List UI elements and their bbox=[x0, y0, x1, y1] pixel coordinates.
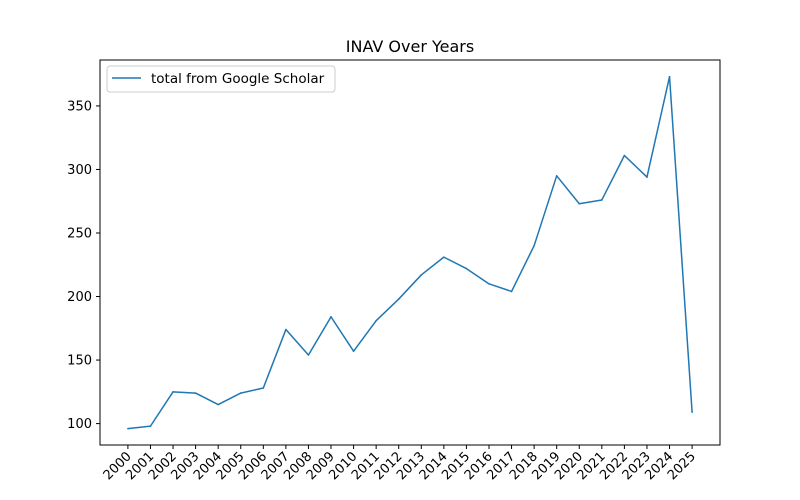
data-point bbox=[623, 154, 626, 157]
y-tick-label: 100 bbox=[67, 417, 92, 432]
y-tick-label: 250 bbox=[67, 226, 92, 241]
data-point bbox=[646, 176, 648, 178]
data-point bbox=[217, 403, 219, 406]
data-point bbox=[149, 425, 152, 427]
data-point bbox=[330, 316, 332, 318]
y-tick-label: 200 bbox=[67, 290, 92, 305]
data-point bbox=[420, 274, 423, 276]
data-point bbox=[533, 244, 535, 247]
data-point bbox=[262, 387, 265, 389]
data-point bbox=[578, 202, 581, 205]
data-point bbox=[375, 319, 377, 322]
data-point bbox=[397, 298, 400, 300]
legend: total from Google Scholar bbox=[106, 65, 336, 93]
data-point bbox=[127, 427, 129, 430]
axes-frame bbox=[99, 59, 721, 446]
data-point bbox=[307, 354, 310, 356]
data-point bbox=[443, 256, 445, 258]
data-point bbox=[555, 175, 558, 177]
legend-label: total from Google Scholar bbox=[151, 71, 325, 87]
data-point bbox=[172, 391, 174, 393]
data-point bbox=[465, 267, 468, 270]
y-tick-label: 350 bbox=[67, 99, 92, 114]
data-point bbox=[194, 392, 197, 394]
data-point bbox=[510, 290, 513, 293]
data-point bbox=[285, 328, 287, 331]
data-point bbox=[668, 75, 671, 78]
data-point bbox=[601, 199, 603, 201]
data-point bbox=[239, 392, 242, 394]
chart-title: INAV Over Years bbox=[346, 37, 474, 56]
legend-box bbox=[106, 65, 336, 93]
data-point bbox=[691, 411, 693, 413]
series-line bbox=[127, 75, 693, 430]
y-tick-label: 150 bbox=[67, 354, 92, 369]
data-point bbox=[352, 350, 355, 352]
data-point bbox=[488, 283, 490, 285]
y-tick-label: 300 bbox=[67, 163, 92, 178]
